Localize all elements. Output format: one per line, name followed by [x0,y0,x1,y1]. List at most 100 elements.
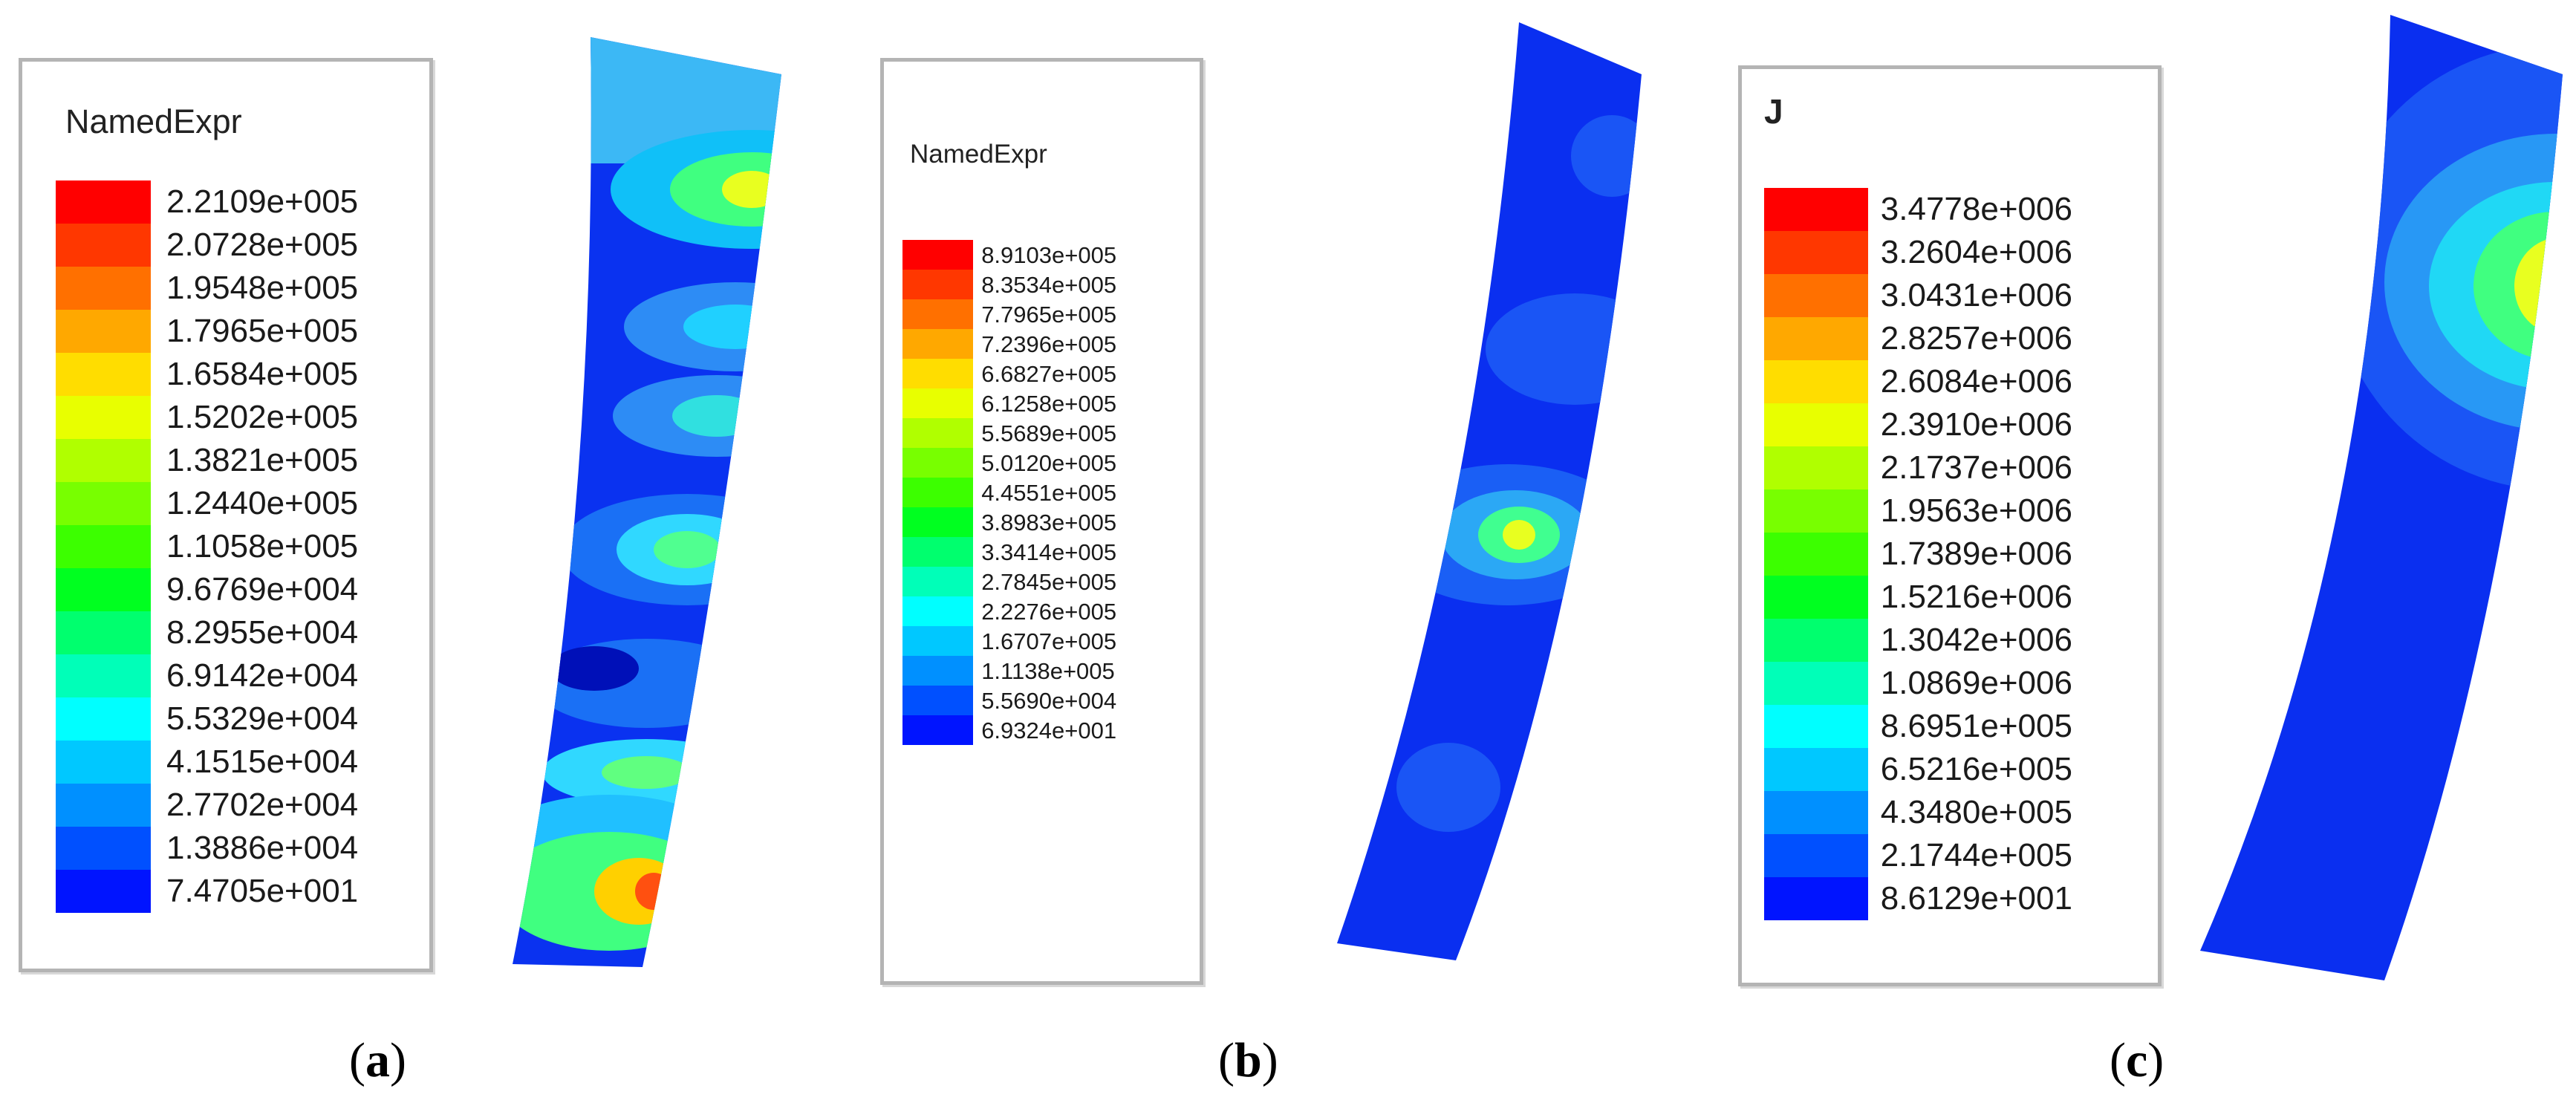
legend-title-a: NamedExpr [65,103,242,140]
color-swatch [1764,360,1868,403]
scale-value-label: 3.8983e+005 [981,509,1117,536]
color-swatch [56,611,151,654]
color-swatch [902,507,973,537]
scale-value-label: 1.7389e+006 [1880,536,2072,572]
legend-title-b: NamedExpr [910,140,1047,169]
color-swatch [56,396,151,439]
color-swatch [56,439,151,482]
scale-value-label: 1.6584e+005 [166,356,359,392]
color-swatch [56,697,151,741]
contour-strip-c [2200,15,2563,980]
color-swatch [902,715,973,745]
scale-value-label: 1.9548e+005 [166,270,359,306]
scale-value-label: 6.1258e+005 [981,390,1117,417]
scale-value-label: 8.6951e+005 [1880,708,2072,744]
scale-value-label: 2.6084e+006 [1880,363,2072,400]
scale-value-label: 1.3886e+004 [166,830,359,866]
scale-value-label: 8.3534e+005 [981,271,1117,298]
scale-value-label: 4.3480e+005 [1880,794,2072,830]
scale-value-label: 7.4705e+001 [166,873,359,909]
panel-label-a: (a) [349,1033,406,1087]
scale-value-label: 7.2396e+005 [981,331,1117,357]
color-swatch [1764,576,1868,619]
scale-value-label: 6.5216e+005 [1880,751,2072,787]
color-swatch [1764,489,1868,533]
color-swatch [56,224,151,267]
scale-value-label: 2.7702e+004 [166,787,359,823]
color-swatch [902,388,973,418]
color-swatch [1764,317,1868,360]
color-swatch [902,329,973,359]
color-swatch [1764,877,1868,920]
scale-value-label: 3.0431e+006 [1880,277,2072,313]
color-swatch [902,686,973,715]
color-swatch [56,784,151,827]
color-swatch [56,353,151,396]
legend-title-c: J [1764,92,1783,131]
scale-value-label: 1.9563e+006 [1880,492,2072,529]
scale-value-label: 1.6707e+005 [981,628,1117,654]
scale-value-label: 2.3910e+006 [1880,406,2072,443]
scale-value-label: 2.7845e+005 [981,568,1117,595]
scale-value-label: 4.1515e+004 [166,744,359,780]
color-swatch [1764,662,1868,705]
scale-value-label: 2.2109e+005 [166,183,359,220]
scale-value-label: 6.6827e+005 [981,360,1117,387]
color-swatch [902,359,973,388]
scale-value-label: 1.1058e+005 [166,528,359,564]
scale-value-label: 5.5690e+004 [981,687,1117,714]
color-swatch [902,537,973,567]
scale-value-label: 3.3414e+005 [981,539,1117,565]
color-swatch [1764,791,1868,834]
color-swatch [902,656,973,686]
color-swatch [56,827,151,870]
color-swatch [1764,834,1868,877]
scale-value-label: 6.9324e+001 [981,717,1117,744]
legend-panel-b: NamedExpr 8.9103e+005 8.3534e+005 7.7965e+… [880,58,1203,985]
color-swatch [902,478,973,507]
scale-value-label: 3.4778e+006 [1880,191,2072,227]
color-swatch [902,596,973,626]
scale-value-label: 1.5202e+005 [166,399,359,435]
color-swatch [902,240,973,270]
color-swatch [1764,446,1868,489]
color-swatch [56,267,151,310]
color-swatch [1764,748,1868,791]
color-swatch [56,482,151,525]
scale-value-label: 8.9103e+005 [981,241,1117,268]
color-swatch [1764,274,1868,317]
color-swatch [1764,705,1868,748]
color-swatch [902,270,973,299]
scale-value-label: 2.8257e+006 [1880,320,2072,357]
scale-value-label: 1.7965e+005 [166,313,359,349]
color-swatch [902,567,973,596]
scale-value-label: 5.5329e+004 [166,700,359,737]
color-swatch [56,741,151,784]
scale-value-label: 1.1138e+005 [981,657,1115,684]
color-swatch [56,180,151,224]
color-swatch [902,299,973,329]
color-swatch [1764,533,1868,576]
contour-strip-b [1337,22,1642,960]
color-swatch [902,448,973,478]
scale-value-label: 7.7965e+005 [981,301,1117,328]
panel-label-b: (b) [1218,1033,1278,1087]
scale-value-label: 9.6769e+004 [166,571,359,608]
color-swatch [56,310,151,353]
scale-value-label: 2.1737e+006 [1880,449,2072,486]
scale-value-label: 8.6129e+001 [1880,880,2072,917]
scale-value-label: 1.0869e+006 [1880,665,2072,701]
color-swatch [902,418,973,448]
panel-label-c: (c) [2110,1033,2164,1087]
legend-panel-a: NamedExpr 2.2109e+005 2.0728e+005 1.9548e+… [19,58,433,972]
scale-value-label: 8.2955e+004 [166,614,359,651]
color-swatch [56,525,151,568]
color-swatch [902,626,973,656]
scale-value-label: 2.2276e+005 [981,598,1117,625]
color-swatch [1764,188,1868,231]
scale-value-label: 2.0728e+005 [166,227,359,263]
color-swatch [1764,231,1868,274]
scale-value-label: 4.4551e+005 [981,479,1117,506]
legend-panel-c: J 3.4778e+006 3.2604e+006 3.0431e+006 2.825… [1738,65,2162,986]
